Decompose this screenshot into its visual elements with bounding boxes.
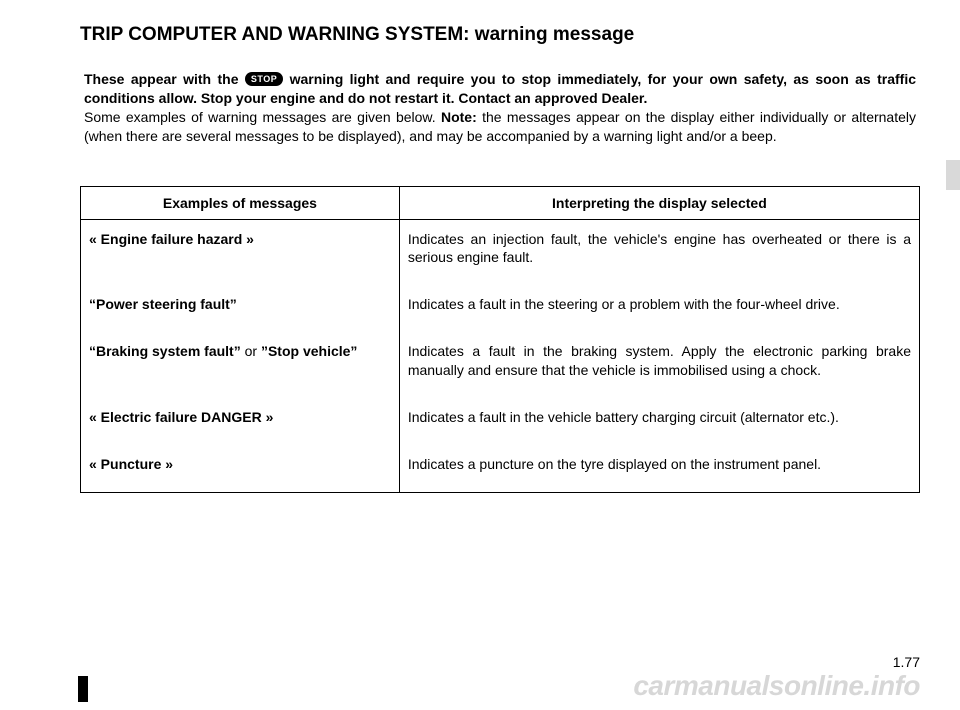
msg-label: “Power steering fault” — [89, 296, 237, 312]
msg-label-plain: or — [241, 343, 261, 359]
msg-label-cell: « Electric failure DANGER » — [81, 398, 400, 445]
crop-mark — [78, 676, 88, 702]
header-examples: Examples of messages — [81, 186, 400, 219]
msg-desc-cell: Indicates an injection fault, the vehicl… — [399, 219, 919, 285]
table-row: « Puncture » Indicates a puncture on the… — [81, 445, 920, 492]
msg-label-cell: “Braking system fault” or ”Stop vehicle” — [81, 332, 400, 398]
msg-label: “Braking system fault” — [89, 343, 241, 359]
table-header-row: Examples of messages Interpreting the di… — [81, 186, 920, 219]
msg-label: « Electric failure DANGER » — [89, 409, 273, 425]
msg-label: « Engine failure hazard » — [89, 231, 254, 247]
header-interpreting: Interpreting the display selected — [399, 186, 919, 219]
intro-lead-before: These appear with the — [84, 71, 245, 87]
table-row: « Electric failure DANGER » Indicates a … — [81, 398, 920, 445]
msg-desc-cell: Indicates a fault in the braking system.… — [399, 332, 919, 398]
intro-body-1: Some examples of warning messages are gi… — [84, 109, 441, 125]
manual-page: TRIP COMPUTER AND WARNING SYSTEM: warnin… — [0, 0, 960, 710]
msg-label-cell: « Puncture » — [81, 445, 400, 492]
watermark: carmanualsonline.info — [633, 670, 920, 702]
msg-label-cell: « Engine failure hazard » — [81, 219, 400, 285]
intro-note-label: Note: — [441, 109, 477, 125]
msg-desc-cell: Indicates a fault in the steering or a p… — [399, 285, 919, 332]
msg-desc-cell: Indicates a fault in the vehicle battery… — [399, 398, 919, 445]
section-tab — [946, 160, 960, 190]
stop-icon: STOP — [245, 72, 283, 86]
messages-table: Examples of messages Interpreting the di… — [80, 186, 920, 493]
msg-label-cell: “Power steering fault” — [81, 285, 400, 332]
table-row: “Power steering fault” Indicates a fault… — [81, 285, 920, 332]
msg-label: « Puncture » — [89, 456, 173, 472]
table-row: “Braking system fault” or ”Stop vehicle”… — [81, 332, 920, 398]
table-row: « Engine failure hazard » Indicates an i… — [81, 219, 920, 285]
intro-paragraph: These appear with the STOP warning light… — [80, 70, 920, 146]
msg-label-2: ”Stop vehicle” — [261, 343, 357, 359]
page-title: TRIP COMPUTER AND WARNING SYSTEM: warnin… — [80, 24, 920, 46]
page-number: 1.77 — [893, 654, 920, 670]
msg-desc-cell: Indicates a puncture on the tyre display… — [399, 445, 919, 492]
